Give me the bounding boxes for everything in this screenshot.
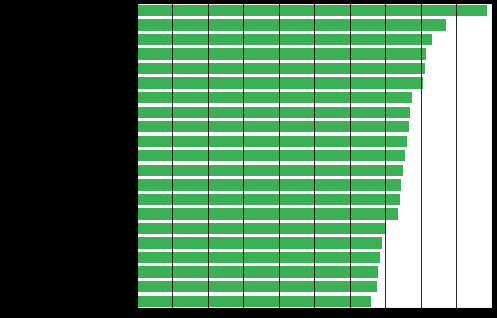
Bar: [137, 78, 423, 89]
Bar: [137, 295, 371, 307]
Bar: [137, 63, 424, 74]
Bar: [137, 150, 405, 162]
Bar: [137, 179, 402, 190]
Bar: [137, 165, 403, 176]
Bar: [137, 34, 431, 45]
Bar: [137, 121, 409, 132]
Bar: [137, 252, 380, 263]
Bar: [137, 223, 386, 234]
Bar: [137, 48, 426, 60]
Bar: [137, 107, 411, 118]
Bar: [137, 208, 398, 220]
Bar: [137, 194, 400, 205]
Bar: [137, 266, 378, 278]
Bar: [137, 5, 487, 16]
Bar: [137, 19, 446, 31]
Bar: [137, 237, 382, 249]
Bar: [137, 92, 412, 103]
Bar: [137, 281, 377, 292]
Bar: [137, 135, 407, 147]
